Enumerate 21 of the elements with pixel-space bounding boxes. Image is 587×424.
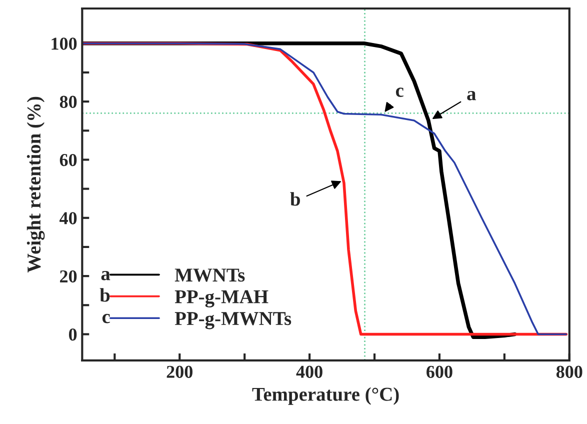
legend-label: PP-g-MWNTs [174, 312, 292, 330]
x-tick-label: 600 [426, 366, 452, 378]
x-axis-title: Temperature (°C) [252, 387, 399, 405]
annotation: b [290, 192, 300, 206]
x-tick-label: 800 [556, 366, 582, 378]
annotation: c [396, 88, 404, 97]
annotation: a [467, 91, 476, 100]
y-tick-label: 60 [60, 154, 77, 166]
y-tick-label: 80 [60, 96, 77, 108]
y-tick-label: 20 [60, 270, 77, 282]
x-tick-label: 200 [166, 366, 192, 378]
annotation: b [100, 288, 110, 302]
y-axis-title: Weight retention (%) [26, 96, 45, 273]
legend-label: PP-g-MAH [174, 290, 268, 308]
y-tick-label: 0 [68, 328, 77, 341]
y-tick-label: 100 [52, 38, 77, 50]
legend-label: MWNTs [174, 268, 245, 282]
y-tick-label: 40 [60, 212, 77, 224]
x-tick-label: 400 [296, 366, 322, 378]
annotation: c [102, 314, 110, 324]
annotation: a [101, 270, 110, 280]
